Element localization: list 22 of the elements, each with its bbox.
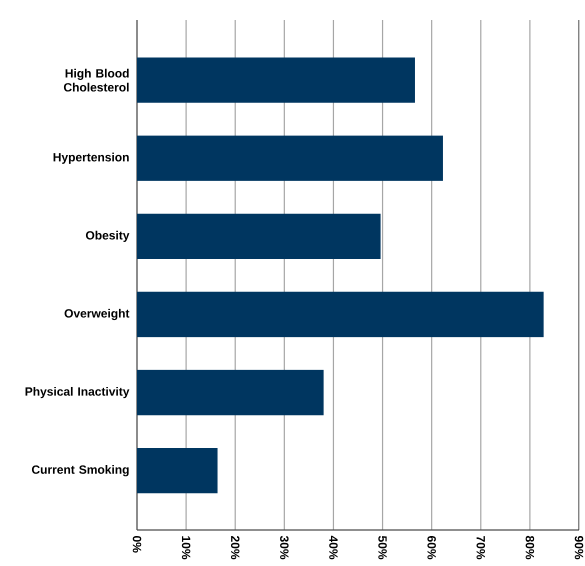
bar (137, 58, 415, 103)
y-tick-label: Obesity (86, 230, 130, 242)
x-tick-label: 40% (329, 536, 338, 560)
x-tick-label: 60% (427, 536, 436, 560)
bar (137, 292, 544, 338)
x-tick-label: 90% (574, 536, 584, 560)
bar (137, 370, 324, 416)
bar (137, 136, 443, 181)
x-tick-label: 80% (526, 536, 534, 560)
y-tick-label: Overweight (64, 308, 130, 320)
x-tick-label: 30% (280, 536, 289, 560)
bar (137, 448, 218, 494)
x-tick-label: 10% (182, 536, 190, 560)
y-tick-label: High Blood Cholesterol (64, 68, 129, 92)
y-tick-label: Current Smoking (32, 465, 129, 476)
x-tick-label: 0% (132, 536, 142, 553)
y-tick-label: Physical Inactivity (26, 386, 130, 398)
x-tick-label: 70% (476, 536, 486, 560)
y-tick-label: Hypertension (54, 152, 129, 164)
bar (137, 214, 381, 260)
x-tick-label: 20% (230, 536, 240, 560)
x-tick-label: 50% (378, 536, 387, 560)
